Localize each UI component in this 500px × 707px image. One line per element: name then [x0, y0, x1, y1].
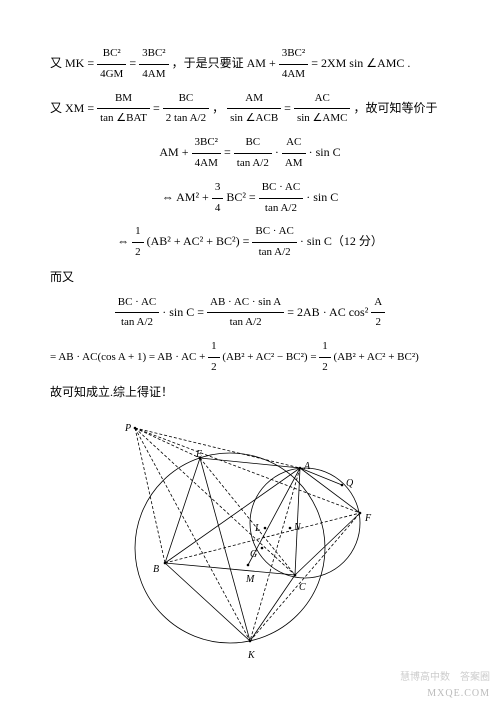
line-1: 又 MK = BC²4GM = 3BC²4AM ，于是只要证 AM + 3BC²…	[50, 44, 450, 85]
point-label-N: N	[294, 519, 301, 537]
watermark-sub: 慧博高中数 答案圈	[400, 668, 490, 683]
point-label-G: G	[250, 546, 257, 564]
point-label-C: C	[299, 579, 306, 597]
l1-frac1: BC²4GM	[97, 44, 126, 85]
l2-frac4: ACsin ∠AMC	[294, 89, 351, 130]
point-label-F: F	[365, 510, 371, 528]
point-label-E: E	[196, 446, 202, 464]
l2-frac2: BC2 tan A/2	[163, 89, 209, 130]
l1-frac3: 3BC²4AM	[279, 44, 308, 85]
text-eryou: 而又	[50, 267, 450, 289]
l2-frac3: AMsin ∠ACB	[227, 89, 281, 130]
point-label-A: A	[304, 458, 310, 476]
point-label-K: K	[248, 647, 255, 665]
watermark-main: MXQE.COM	[427, 688, 490, 699]
text-conclusion: 故可知成立.综上得证！	[50, 382, 450, 404]
l1-frac2: 3BC²4AM	[139, 44, 168, 85]
point-label-B: B	[153, 561, 159, 579]
l2-frac1: BMtan ∠BAT	[97, 89, 150, 130]
line-2: 又 XM = BMtan ∠BAT = BC2 tan A/2 ， AMsin …	[50, 89, 450, 130]
figure-svg	[110, 413, 390, 653]
page-content: 又 MK = BC²4GM = 3BC²4AM ，于是只要证 AM + 3BC²…	[0, 0, 500, 673]
eq-4: BC · ACtan A/2 · sin C = AB · AC · sin A…	[50, 293, 450, 334]
geometry-figure: PEAQFBMCKLNG	[110, 413, 390, 653]
point-label-P: P	[125, 420, 131, 438]
eq-2: ⇔ AM² + 34 BC² = BC · ACtan A/2 · sin C	[50, 178, 450, 219]
eq-1: AM + 3BC²4AM = BCtan A/2 · ACAM · sin C	[50, 133, 450, 174]
point-label-Q: Q	[346, 475, 353, 493]
eq-5: = AB · AC(cos A + 1) = AB · AC + 12 (AB²…	[50, 337, 450, 378]
point-label-L: L	[255, 520, 261, 538]
eq-3: ⇔ 12 (AB² + AC² + BC²) = BC · ACtan A/2 …	[50, 222, 450, 263]
point-label-M: M	[246, 571, 254, 589]
l1-prefix: 又 MK =	[50, 56, 94, 70]
